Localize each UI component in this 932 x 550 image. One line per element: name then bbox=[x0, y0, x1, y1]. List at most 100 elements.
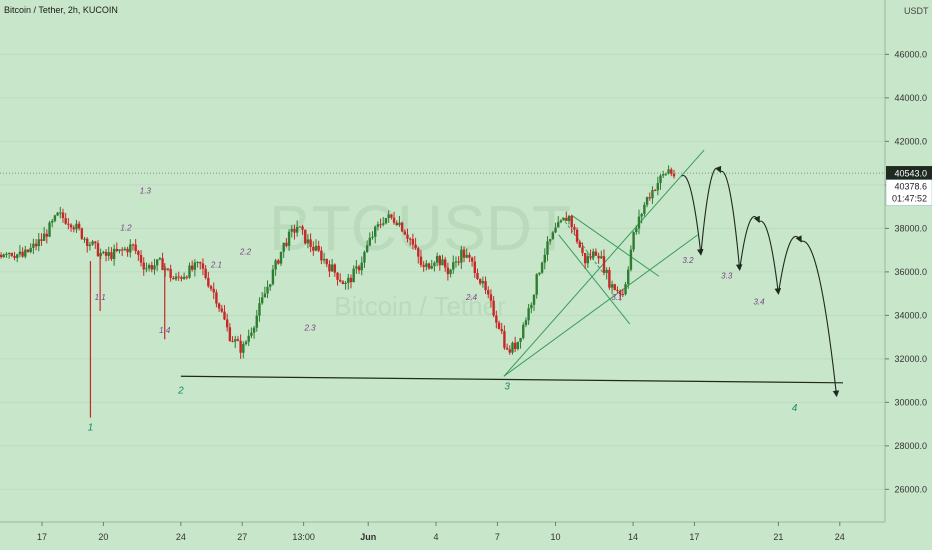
candle-body bbox=[524, 320, 528, 325]
candle-body bbox=[24, 249, 27, 257]
candle-body bbox=[427, 263, 431, 269]
candle-body bbox=[662, 174, 665, 176]
y-tick-label: 46000.0 bbox=[894, 49, 927, 59]
flag-inner-dashed bbox=[561, 217, 605, 275]
candle-body bbox=[559, 220, 563, 223]
candle-body bbox=[409, 238, 412, 240]
candle-body bbox=[287, 231, 291, 246]
candle-body bbox=[304, 229, 307, 244]
wave-label: 2.3 bbox=[304, 324, 317, 333]
candle-body bbox=[452, 262, 455, 270]
candle-body bbox=[107, 252, 110, 256]
candle-body bbox=[659, 175, 662, 184]
candle-body bbox=[231, 340, 234, 342]
candle-body bbox=[134, 244, 137, 252]
candle-body bbox=[460, 249, 463, 263]
candle-body bbox=[312, 246, 315, 251]
candle-body bbox=[325, 259, 328, 265]
candle-body bbox=[298, 226, 302, 228]
price-axis[interactable]: 26000.0 28000.0 30000.0 32000.0 34000.0 36000… bbox=[884, 0, 932, 550]
candle-body bbox=[336, 272, 339, 280]
candle-body bbox=[438, 256, 442, 266]
candle-body bbox=[516, 341, 520, 350]
candle-body bbox=[239, 340, 242, 353]
candle-body bbox=[355, 266, 358, 269]
candle-body bbox=[145, 268, 148, 270]
candle-body bbox=[139, 254, 143, 263]
candle-body bbox=[392, 217, 396, 223]
candle-body bbox=[535, 274, 538, 295]
candle-body bbox=[365, 245, 369, 253]
candle-body bbox=[632, 232, 635, 250]
candle-body bbox=[104, 251, 108, 256]
candle-body bbox=[371, 236, 374, 238]
candle-body bbox=[425, 263, 428, 267]
candle-body bbox=[295, 227, 299, 233]
candle-body bbox=[177, 276, 180, 278]
candle-body bbox=[40, 239, 43, 241]
candle-body bbox=[51, 220, 54, 223]
candle-body bbox=[301, 226, 304, 230]
candle-body bbox=[616, 289, 619, 292]
candle-body bbox=[209, 286, 213, 289]
candle-body bbox=[360, 262, 363, 271]
candle-body bbox=[172, 277, 175, 280]
candle-body bbox=[430, 266, 433, 269]
candle-body bbox=[196, 262, 199, 264]
candle-body bbox=[223, 311, 226, 320]
current-price-value: 40378.6 bbox=[894, 182, 927, 192]
candle-body bbox=[387, 214, 390, 218]
candle-body bbox=[597, 255, 600, 259]
flag-upper-line bbox=[571, 214, 660, 277]
candle-body bbox=[83, 238, 86, 240]
candle-body bbox=[293, 228, 296, 233]
x-tick-label: 24 bbox=[835, 532, 845, 542]
candle-body bbox=[129, 244, 132, 253]
candle-body bbox=[215, 292, 218, 304]
currency-label: USDT bbox=[904, 6, 929, 16]
support-line bbox=[180, 375, 844, 384]
candle-body bbox=[422, 264, 425, 267]
candle-body bbox=[648, 197, 651, 199]
candle-body bbox=[333, 264, 337, 273]
candle-body bbox=[252, 327, 256, 333]
time-axis[interactable]: 17 20 24 27 13:00 Jun 4 7 10 14 17 21 24 bbox=[0, 521, 885, 542]
candle-body bbox=[29, 247, 32, 253]
candle-body bbox=[123, 248, 127, 251]
wave-label: 3.4 bbox=[753, 298, 765, 307]
x-tick-label: 14 bbox=[628, 532, 638, 542]
x-tick-label: 4 bbox=[434, 532, 439, 542]
projection-arrow bbox=[681, 174, 704, 256]
candle-body bbox=[414, 244, 417, 249]
candle-body bbox=[53, 215, 57, 221]
x-tick-label: Jun bbox=[360, 532, 376, 542]
candle-body bbox=[147, 265, 151, 269]
wave-label: 1.4 bbox=[159, 326, 171, 335]
candle-body bbox=[61, 212, 65, 219]
candle-body bbox=[185, 276, 188, 278]
wave-label: 3.3 bbox=[721, 271, 733, 280]
candle-body bbox=[411, 239, 415, 245]
candle-body bbox=[42, 233, 46, 241]
candle-body bbox=[110, 252, 113, 260]
candle-body bbox=[406, 234, 409, 239]
candle-body bbox=[96, 243, 100, 257]
candle-body bbox=[188, 265, 191, 278]
candle-body bbox=[5, 253, 8, 255]
candle-body bbox=[605, 269, 608, 273]
candle-body bbox=[672, 173, 676, 177]
candle-body bbox=[573, 227, 576, 230]
candle-body bbox=[586, 256, 590, 264]
candle-body bbox=[602, 256, 606, 273]
candle-body bbox=[398, 222, 401, 226]
candle-body bbox=[462, 249, 466, 258]
watermark-ticker: BTCUSDT bbox=[269, 192, 571, 264]
candle-body bbox=[352, 268, 355, 283]
projection-arrow bbox=[800, 240, 840, 398]
candle-body bbox=[13, 255, 16, 258]
candle-body bbox=[527, 308, 530, 321]
channel-lower-line bbox=[503, 234, 698, 377]
candle-body bbox=[7, 253, 11, 255]
candle-body bbox=[258, 303, 261, 316]
